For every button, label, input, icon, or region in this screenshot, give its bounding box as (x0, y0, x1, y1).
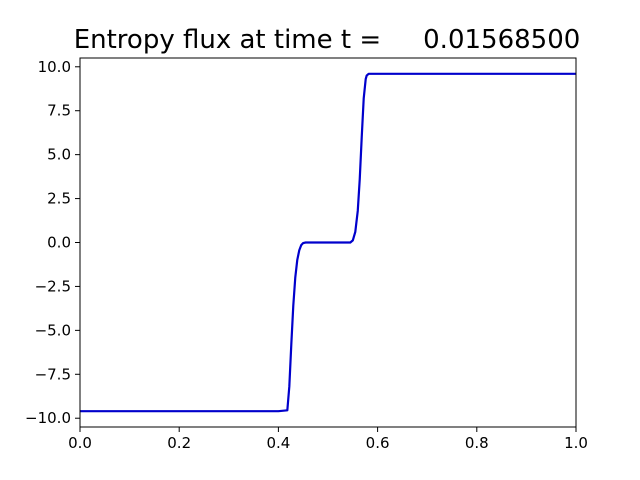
y-tick-label: 7.5 (47, 102, 71, 120)
y-tick-label: 2.5 (47, 190, 71, 208)
x-tick-label: 1.0 (564, 434, 588, 452)
plot-frame (79, 57, 577, 428)
x-tick-label: 0.2 (167, 434, 191, 452)
y-tick-label: −7.5 (35, 365, 71, 383)
y-tick-label: 10.0 (38, 58, 71, 76)
x-axis: 0.0 0.2 0.4 0.6 0.8 1.0 (68, 427, 588, 452)
y-tick-label: 5.0 (47, 146, 71, 164)
x-tick-label: 0.4 (266, 434, 290, 452)
y-tick-label: −2.5 (35, 277, 71, 295)
x-tick-label: 0.8 (465, 434, 489, 452)
x-tick-label: 0.6 (366, 434, 390, 452)
x-tick-label: 0.0 (68, 434, 92, 452)
y-axis: 10.0 7.5 5.0 2.5 0.0 −2.5 −5.0 −7.5 −10.0 (25, 58, 80, 427)
chart-title: Entropy flux at time t = 0.01568500 (74, 25, 581, 55)
chart-title-value: 0.01568500 (423, 25, 580, 55)
y-tick-label: −10.0 (25, 409, 71, 427)
series-line (80, 72, 576, 413)
y-tick-label: 0.0 (47, 234, 71, 252)
y-tick-label: −5.0 (35, 321, 71, 339)
chart-title-prefix: Entropy flux at time t = (74, 25, 381, 55)
